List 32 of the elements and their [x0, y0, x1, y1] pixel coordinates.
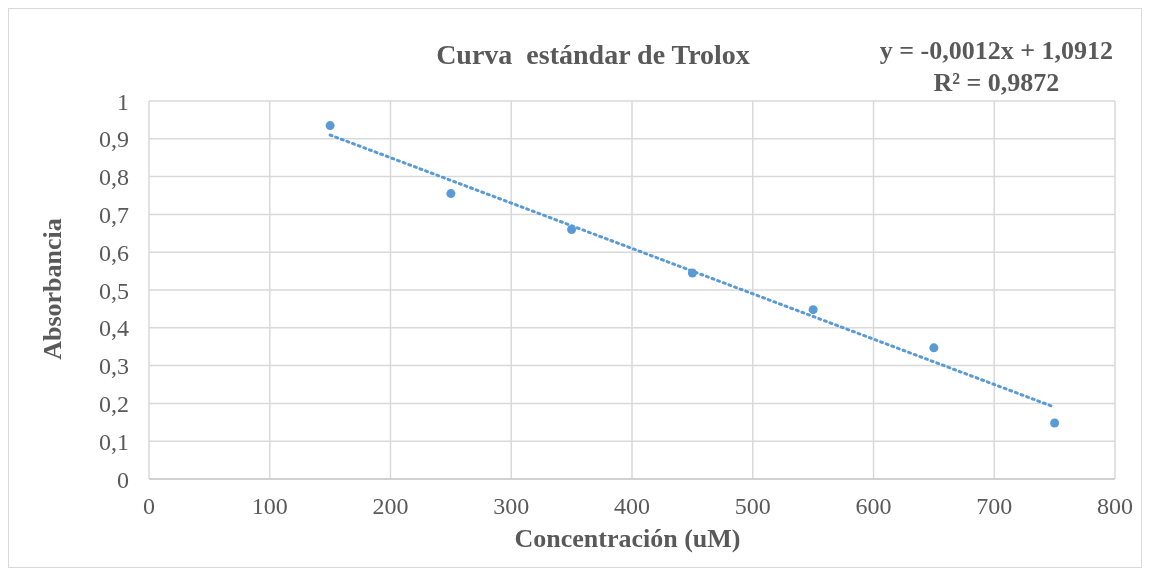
x-tick-label: 0 [143, 493, 155, 520]
text: y = -0,0012x + 1,0912 [879, 35, 1113, 67]
y-tick-label: 0,1 [99, 428, 129, 455]
x-tick-label: 800 [1097, 493, 1133, 520]
point [929, 343, 939, 353]
x-tick-label: 700 [976, 493, 1013, 520]
x-tick-label: 500 [734, 493, 771, 520]
x-tick-label: 300 [493, 493, 530, 520]
x-tick-label: 600 [855, 493, 892, 520]
point [325, 121, 335, 131]
y-tick-label: 0,7 [99, 201, 129, 228]
y-tick-label: 0,2 [99, 390, 129, 417]
x-axis-title: Concentración (uM) [513, 524, 742, 554]
chart-title: Curva estándar de Trolox [436, 39, 750, 70]
y-tick-label: 0,9 [99, 126, 129, 153]
point [446, 189, 456, 199]
y-tick-label: 0,3 [99, 353, 129, 380]
y-tick-label: 0,6 [99, 239, 129, 266]
y-tick-label: 1 [117, 88, 129, 115]
y-tick-label: 0 [117, 466, 129, 493]
x-tick-label: 100 [251, 493, 288, 520]
text: R² = 0,9872 [932, 67, 1061, 99]
point [808, 305, 818, 315]
y-tick-label: 0,4 [99, 315, 129, 342]
y-axis-title: Absorbancia [38, 218, 68, 360]
y-tick-label: 0,8 [99, 164, 129, 191]
x-tick-label: 200 [372, 493, 409, 520]
y-tick-label: 0,5 [99, 277, 129, 304]
x-tick-label: 400 [614, 493, 650, 520]
point [567, 225, 577, 235]
point [1050, 418, 1060, 428]
point [687, 268, 697, 278]
